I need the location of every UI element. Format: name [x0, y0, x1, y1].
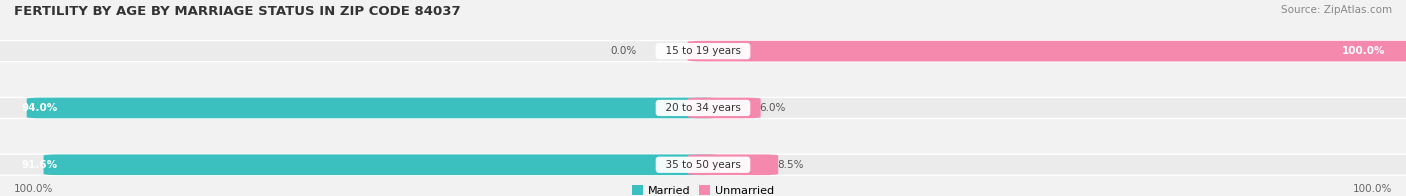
Text: 94.0%: 94.0%	[21, 103, 58, 113]
Text: 100.0%: 100.0%	[14, 184, 53, 194]
Legend: Married, Unmarried: Married, Unmarried	[627, 181, 779, 196]
FancyBboxPatch shape	[688, 154, 779, 175]
Text: 8.5%: 8.5%	[778, 160, 803, 170]
Text: Source: ZipAtlas.com: Source: ZipAtlas.com	[1281, 5, 1392, 15]
Text: 100.0%: 100.0%	[1341, 46, 1385, 56]
FancyBboxPatch shape	[688, 41, 1406, 62]
Text: 100.0%: 100.0%	[1353, 184, 1392, 194]
FancyBboxPatch shape	[27, 98, 718, 118]
FancyBboxPatch shape	[0, 154, 1406, 175]
FancyBboxPatch shape	[688, 98, 761, 118]
Text: 0.0%: 0.0%	[610, 46, 637, 56]
Text: FERTILITY BY AGE BY MARRIAGE STATUS IN ZIP CODE 84037: FERTILITY BY AGE BY MARRIAGE STATUS IN Z…	[14, 5, 461, 18]
Text: 91.6%: 91.6%	[21, 160, 58, 170]
FancyBboxPatch shape	[0, 41, 1406, 62]
FancyBboxPatch shape	[44, 154, 718, 175]
FancyBboxPatch shape	[0, 97, 1406, 118]
Text: 15 to 19 years: 15 to 19 years	[659, 46, 747, 56]
Text: 20 to 34 years: 20 to 34 years	[659, 103, 747, 113]
Text: 35 to 50 years: 35 to 50 years	[659, 160, 747, 170]
Text: 6.0%: 6.0%	[759, 103, 786, 113]
